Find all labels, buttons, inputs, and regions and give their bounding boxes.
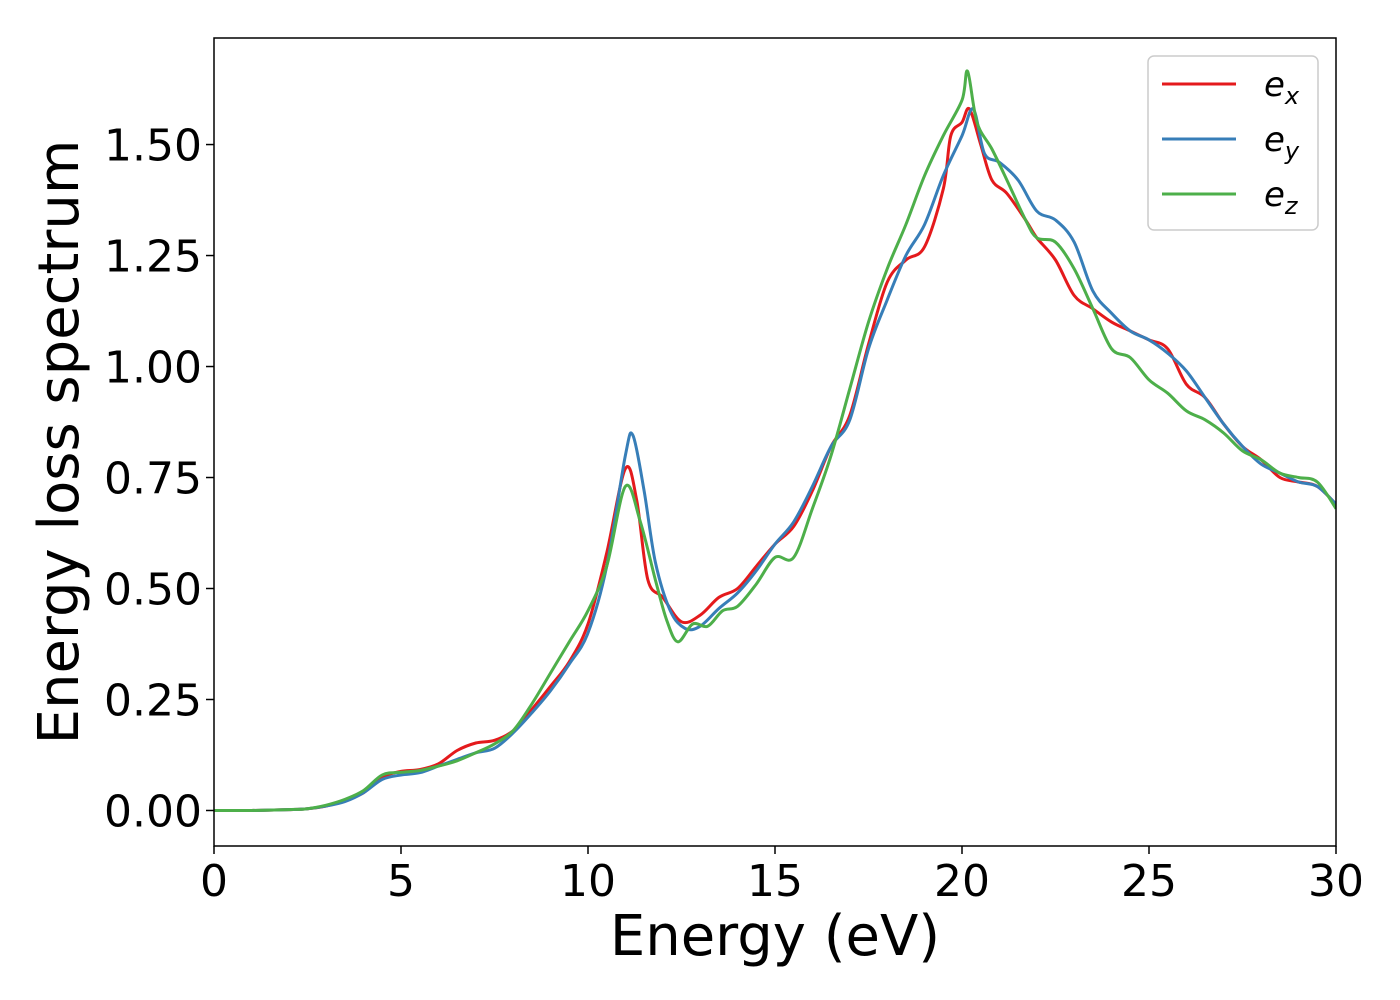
- y-tick-label: 1.50: [104, 121, 202, 172]
- legend-label-subscript: y: [1284, 137, 1300, 165]
- x-tick-label: 25: [1121, 856, 1177, 907]
- legend-label-y: ey: [1264, 120, 1300, 165]
- legend-label-base: e: [1264, 120, 1285, 160]
- y-tick-label: 0.50: [104, 565, 202, 616]
- y-tick-label: 1.25: [104, 232, 202, 283]
- x-tick-label: 30: [1308, 856, 1364, 907]
- x-tick-label: 20: [934, 856, 990, 907]
- legend-label-base: e: [1264, 175, 1285, 215]
- x-tick-label: 0: [200, 856, 228, 907]
- x-axis-ticks: 0 5 10 15 20 25 30: [200, 846, 1364, 907]
- y-tick-label: 1.00: [104, 343, 202, 394]
- x-tick-label: 10: [560, 856, 616, 907]
- series-lines: [214, 69, 1336, 813]
- y-tick-label: 0.25: [104, 675, 202, 726]
- legend-label-z: ez: [1264, 175, 1299, 220]
- series-line-z: [214, 69, 1336, 813]
- legend-label-base: e: [1264, 65, 1285, 105]
- x-axis-label: Energy (eV): [610, 904, 940, 969]
- y-tick-label: 0.00: [104, 786, 202, 837]
- y-tick-label: 0.75: [104, 454, 202, 505]
- legend-box: [1147, 55, 1319, 231]
- x-tick-label: 5: [387, 856, 415, 907]
- legend-label-x: ex: [1264, 65, 1300, 110]
- legend-label-subscript: x: [1284, 82, 1300, 110]
- y-axis-ticks: 0.00 0.25 0.50 0.75 1.00 1.25 1.50: [104, 121, 214, 837]
- legend-label-subscript: z: [1284, 192, 1299, 220]
- x-tick-label: 15: [747, 856, 803, 907]
- y-axis-label: Energy loss spectrum: [27, 140, 92, 745]
